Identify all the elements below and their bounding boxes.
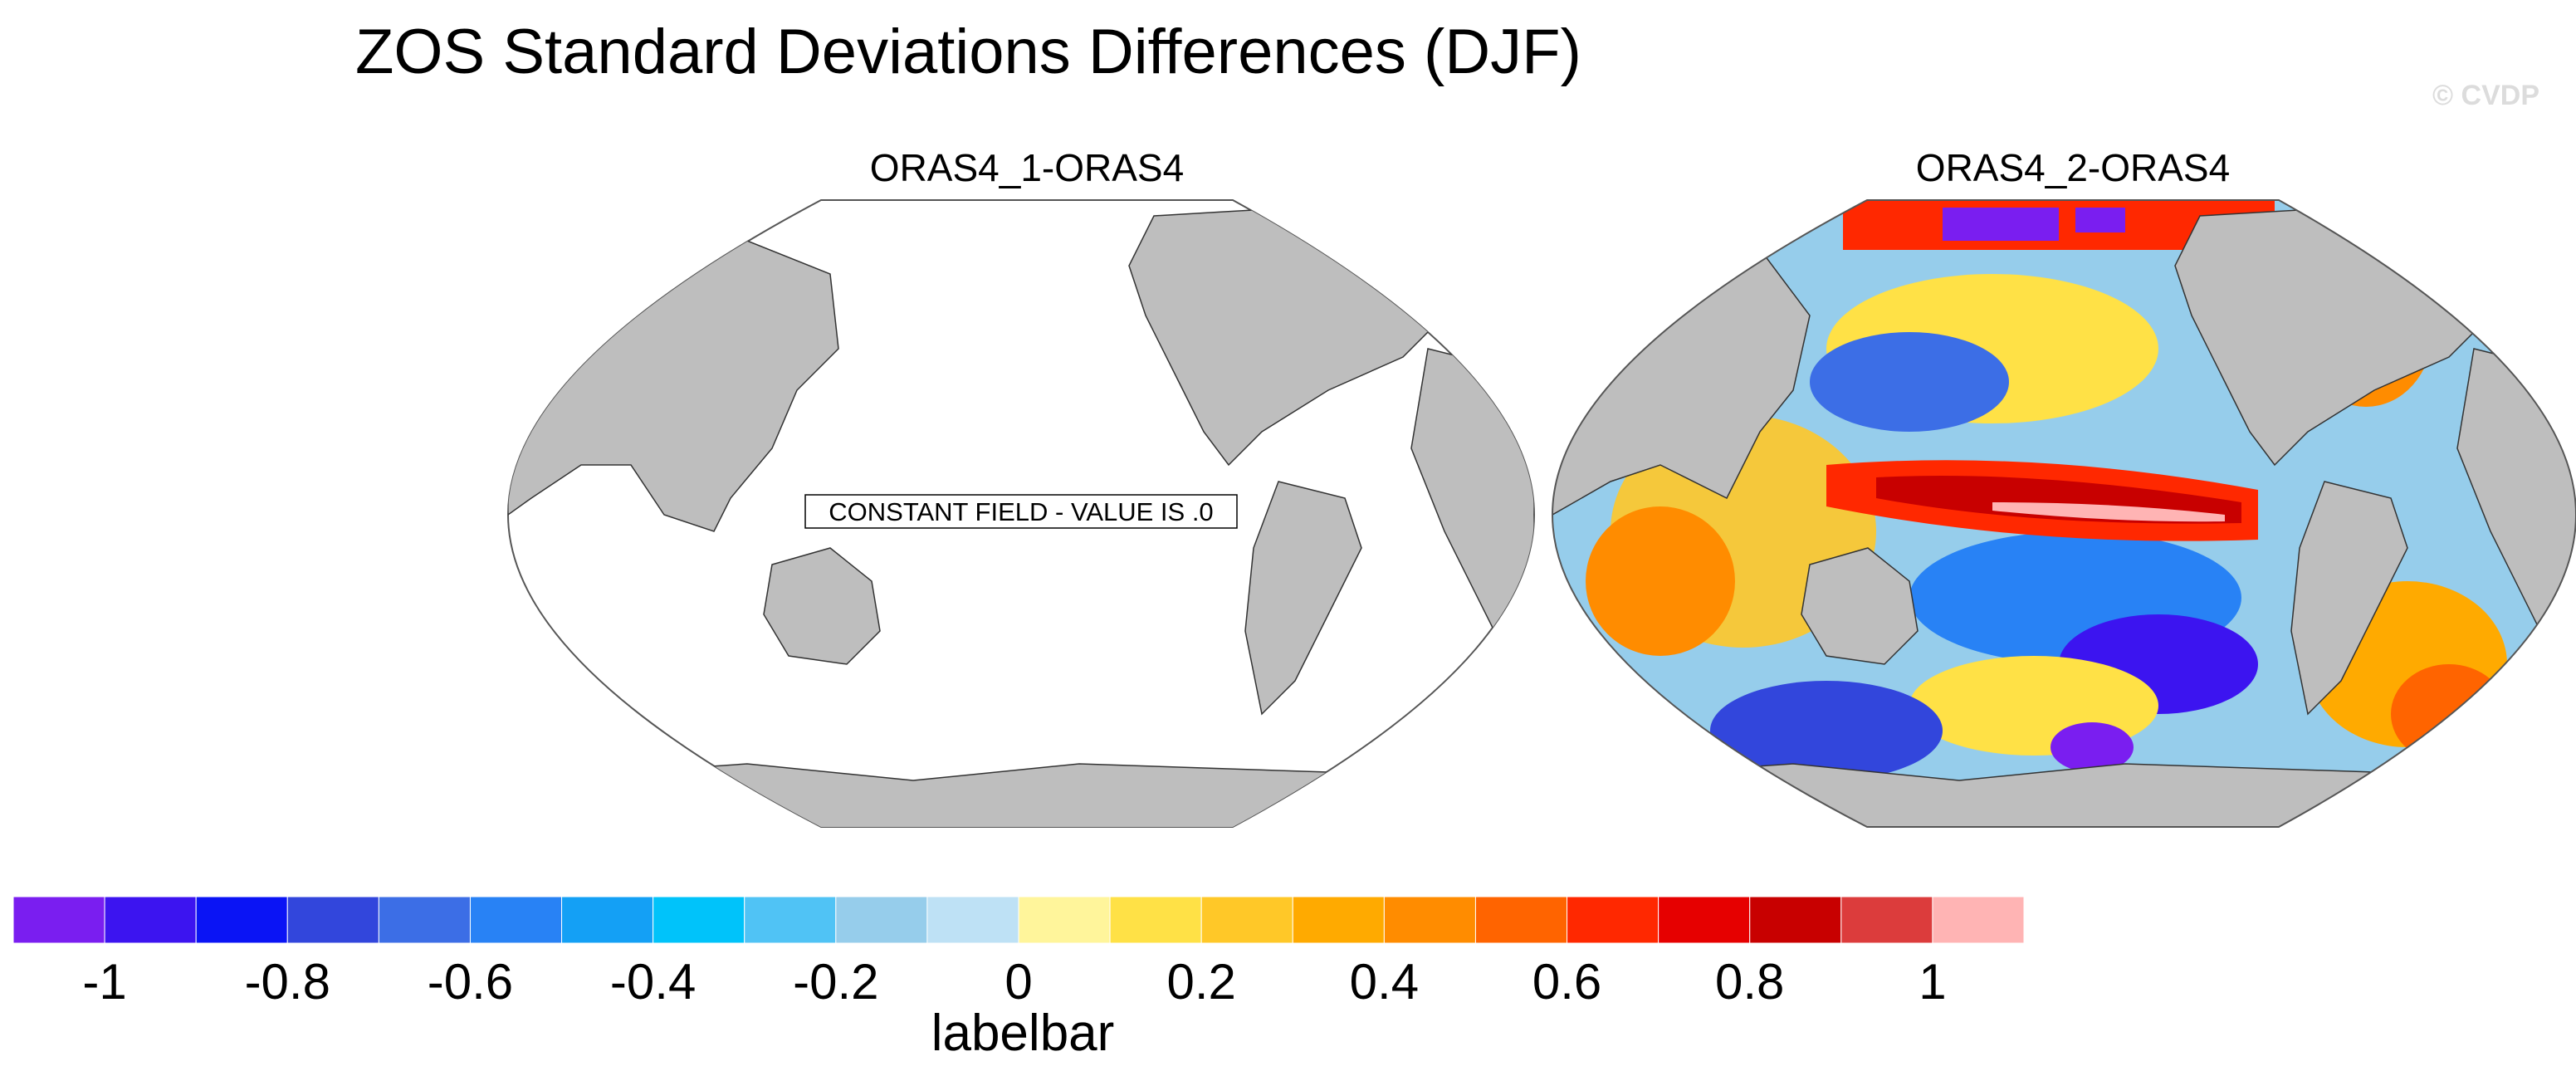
colorbar-swatch <box>744 896 837 944</box>
colorbar-swatch <box>926 896 1019 944</box>
colorbar-swatch <box>1840 896 1933 944</box>
south-america-landmass-2 <box>2290 481 2408 716</box>
colorbar-swatch <box>12 896 105 944</box>
colorbar-swatch <box>1567 896 1659 944</box>
colorbar-swatch <box>1474 896 1568 944</box>
colorbar-swatch <box>104 896 197 944</box>
panel-1-map: CONSTANT FIELD - VALUE IS .0 <box>506 199 1536 828</box>
colorbar-tick-label: -0.2 <box>793 954 879 1010</box>
colorbar-tick-label: -1 <box>82 954 127 1010</box>
colorbar-tick-label: -0.4 <box>609 954 697 1010</box>
colorbar-swatch <box>561 896 654 944</box>
australia-landmass <box>763 547 881 665</box>
cvdp-credit: © CVDP <box>2432 80 2539 111</box>
australia-landmass-2 <box>1801 547 1919 665</box>
constant-field-box <box>804 494 1238 529</box>
colorbar-swatch <box>835 896 928 944</box>
south-america-landmass <box>1244 481 1362 716</box>
colorbar-swatch <box>1018 896 1111 944</box>
colorbar-swatch <box>653 896 745 944</box>
figure-title: ZOS Standard Deviations Differences (DJF… <box>355 17 1581 87</box>
colorbar-tick-label: 0 <box>1004 954 1033 1010</box>
colorbar-tick-label: 1 <box>1919 954 1947 1010</box>
colorbar-swatch <box>469 896 563 944</box>
colorbar-swatch <box>195 896 288 944</box>
colorbar-swatch <box>1658 896 1751 944</box>
colorbar-title: labelbar <box>931 1005 1115 1062</box>
panel-2-title: ORAS4_2-ORAS4 <box>1915 146 2231 189</box>
colorbar-tick-label: -0.8 <box>244 954 330 1010</box>
colorbar-tick-label: 0.4 <box>1349 954 1420 1010</box>
colorbar-swatch <box>378 896 471 944</box>
colorbar-swatch <box>1383 896 1476 944</box>
colorbar-tick-label: 0.2 <box>1166 954 1236 1010</box>
colorbar-swatch <box>1292 896 1385 944</box>
constant-field-label: CONSTANT FIELD - VALUE IS .0 <box>829 497 1213 526</box>
colorbar-swatch <box>1109 896 1202 944</box>
panel-1-title: ORAS4_1-ORAS4 <box>869 146 1185 189</box>
colorbar-swatch <box>1749 896 1842 944</box>
panel-2-map <box>1551 199 2576 828</box>
colorbar-tick-label: 0.6 <box>1532 954 1602 1010</box>
colorbar-tick-label: 0.8 <box>1715 954 1785 1010</box>
colorbar-swatch <box>286 896 379 944</box>
colorbar-swatch <box>1932 896 2025 944</box>
colorbar <box>12 896 2025 944</box>
antarctica-landmass <box>508 763 1534 827</box>
colorbar-tick-label: -0.6 <box>427 954 514 1010</box>
antarctica-landmass-2 <box>1552 763 2576 827</box>
colorbar-swatch <box>1200 896 1293 944</box>
